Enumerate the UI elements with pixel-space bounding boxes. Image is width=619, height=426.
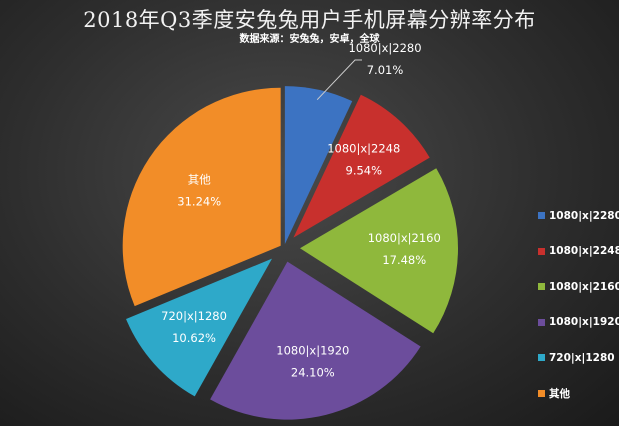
pie-slice[interactable] bbox=[210, 261, 421, 420]
legend-item[interactable]: 720|x|1280 bbox=[538, 340, 619, 376]
chart-subtitle: 数据来源：安兔兔，安卓，全球 bbox=[239, 34, 380, 45]
slice-value-label: 10.62% bbox=[172, 331, 216, 345]
legend-label: 1080|x|2160 bbox=[549, 280, 619, 293]
slice-label: 1080|x|1920 bbox=[276, 344, 349, 358]
chart-title: 2018年Q3季度安兔兔用户手机屏幕分辨率分布 bbox=[83, 8, 536, 32]
pie-slice[interactable] bbox=[299, 168, 458, 334]
legend-label: 1080|x|1920 bbox=[549, 316, 619, 329]
slice-value-label: 31.24% bbox=[177, 194, 221, 208]
slice-value-label: 24.10% bbox=[291, 366, 335, 380]
slice-label: 1080|x|2280 bbox=[348, 41, 421, 55]
legend-item[interactable]: 其他 bbox=[538, 376, 619, 412]
legend-label: 1080|x|2280 bbox=[549, 209, 619, 222]
slice-label: 1080|x|2248 bbox=[327, 142, 400, 156]
legend-label: 其他 bbox=[549, 387, 570, 400]
slice-label: 1080|x|2160 bbox=[368, 231, 441, 245]
legend-label: 1080|x|2248 bbox=[549, 245, 619, 258]
legend: 1080|x|2280 1080|x|2248 1080|x|2160 1080… bbox=[538, 198, 619, 411]
legend-swatch bbox=[538, 318, 545, 326]
slice-label: 其他 bbox=[188, 172, 211, 186]
slice-value-label: 7.01% bbox=[367, 63, 404, 77]
legend-swatch bbox=[538, 247, 545, 255]
pie-slice[interactable] bbox=[293, 94, 430, 238]
pie-slice[interactable] bbox=[126, 258, 273, 397]
leader-line bbox=[316, 59, 362, 101]
pie-slice[interactable] bbox=[122, 87, 281, 307]
legend-item[interactable]: 1080|x|2280 bbox=[538, 198, 619, 234]
slice-label: 720|x|1280 bbox=[161, 309, 227, 323]
legend-swatch bbox=[538, 389, 545, 397]
legend-swatch bbox=[538, 212, 545, 220]
legend-item[interactable]: 1080|x|1920 bbox=[538, 305, 619, 341]
legend-item[interactable]: 1080|x|2160 bbox=[538, 269, 619, 305]
legend-swatch bbox=[538, 354, 545, 362]
slice-value-label: 9.54% bbox=[346, 164, 383, 178]
legend-item[interactable]: 1080|x|2248 bbox=[538, 234, 619, 270]
legend-swatch bbox=[538, 283, 545, 291]
slice-value-label: 17.48% bbox=[382, 253, 426, 267]
pie-slice[interactable] bbox=[284, 86, 353, 245]
legend-label: 720|x|1280 bbox=[549, 351, 615, 364]
